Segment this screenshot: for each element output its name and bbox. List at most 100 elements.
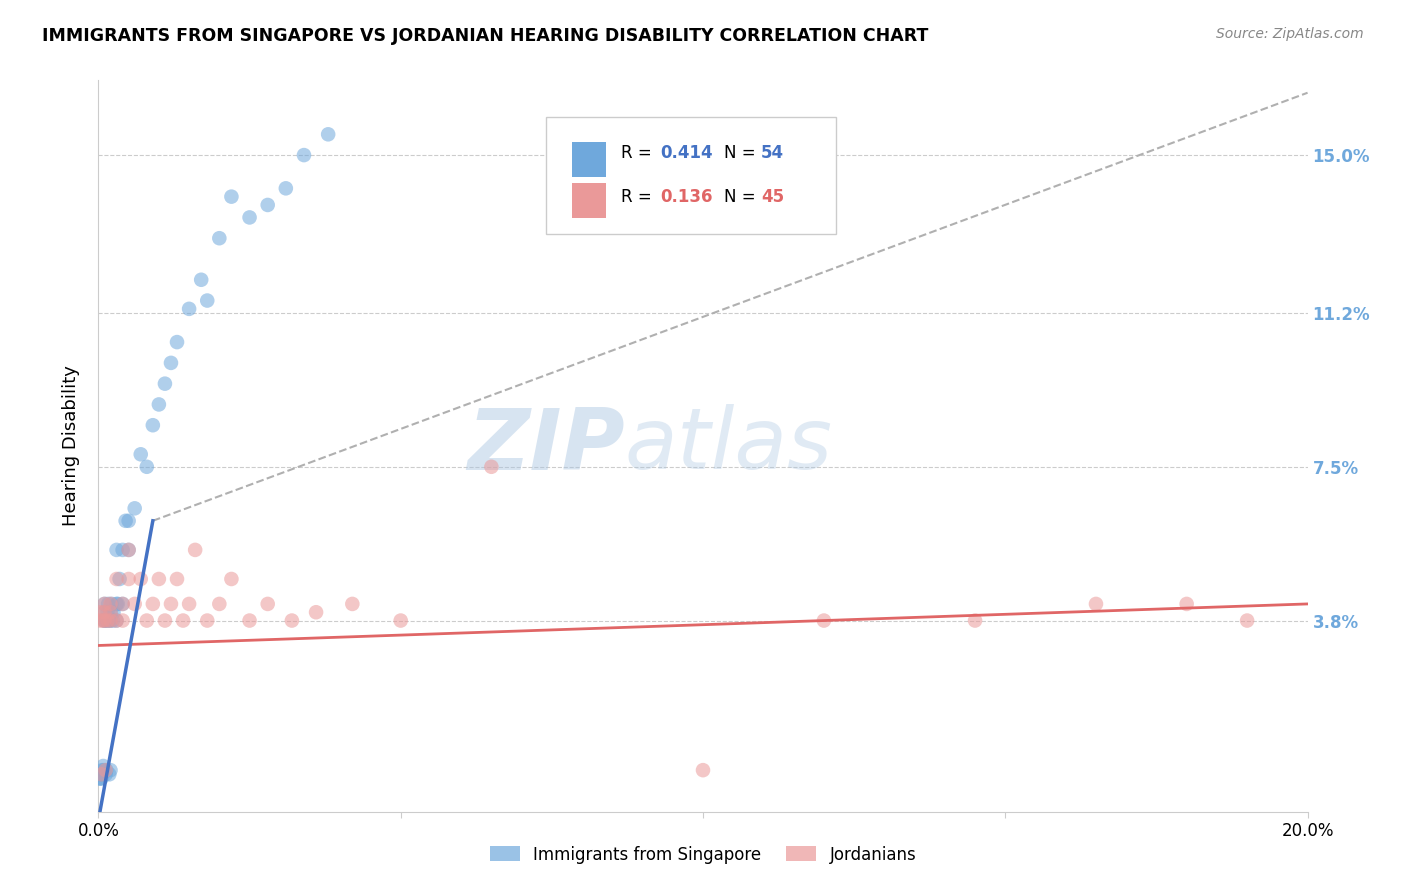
FancyBboxPatch shape [572, 142, 606, 177]
Point [142, 418, 165, 433]
Point [148, 572, 170, 586]
Point [239, 614, 262, 628]
Point [692, 763, 714, 777]
Point [342, 597, 364, 611]
Point [105, 614, 128, 628]
Point [166, 572, 188, 586]
Point [96, 763, 118, 777]
FancyBboxPatch shape [546, 117, 837, 234]
Point [96, 605, 118, 619]
Point [195, 614, 218, 628]
Point [108, 572, 131, 586]
Text: N =: N = [724, 188, 761, 206]
Point [89, 605, 111, 619]
Point [89, 772, 111, 786]
Point [91, 614, 114, 628]
Point [184, 542, 207, 557]
Point [105, 597, 128, 611]
Point [274, 181, 297, 195]
Point [97, 614, 120, 628]
Text: 0.414: 0.414 [661, 145, 713, 162]
Point [94, 767, 117, 781]
Point [172, 614, 194, 628]
Point [813, 614, 835, 628]
Point [94, 763, 117, 777]
Point [292, 148, 315, 162]
Y-axis label: Hearing Disability: Hearing Disability [62, 366, 80, 526]
Point [93, 605, 115, 619]
Point [305, 605, 328, 619]
Point [256, 597, 278, 611]
Point [96, 614, 118, 628]
Point [100, 763, 122, 777]
Point [208, 597, 231, 611]
Point [118, 514, 141, 528]
Point [166, 335, 188, 350]
Point [93, 763, 115, 777]
Point [90, 767, 112, 781]
Point [114, 514, 136, 528]
Point [111, 597, 134, 611]
Text: IMMIGRANTS FROM SINGAPORE VS JORDANIAN HEARING DISABILITY CORRELATION CHART: IMMIGRANTS FROM SINGAPORE VS JORDANIAN H… [42, 27, 928, 45]
Legend: Immigrants from Singapore, Jordanians: Immigrants from Singapore, Jordanians [484, 839, 922, 871]
Point [281, 614, 304, 628]
Point [221, 572, 243, 586]
Point [124, 501, 146, 516]
Point [111, 614, 134, 628]
Point [316, 128, 339, 142]
Point [111, 597, 134, 611]
Point [208, 231, 231, 245]
Point [195, 293, 218, 308]
Text: R =: R = [621, 145, 657, 162]
Point [105, 614, 128, 628]
Point [965, 614, 987, 628]
Text: 54: 54 [761, 145, 785, 162]
Point [160, 356, 183, 370]
Point [100, 614, 122, 628]
Point [179, 301, 201, 316]
Point [239, 211, 262, 225]
Point [100, 605, 122, 619]
Point [98, 767, 121, 781]
Point [118, 542, 141, 557]
Point [93, 597, 115, 611]
Point [90, 767, 112, 781]
Point [135, 614, 157, 628]
Point [100, 614, 122, 628]
Point [90, 767, 112, 781]
Point [105, 542, 128, 557]
Point [93, 605, 115, 619]
Text: 0.136: 0.136 [661, 188, 713, 206]
Point [90, 772, 112, 786]
Point [107, 597, 129, 611]
Point [256, 198, 278, 212]
Text: N =: N = [724, 145, 761, 162]
Point [1085, 597, 1108, 611]
FancyBboxPatch shape [572, 183, 606, 218]
Point [124, 597, 146, 611]
Point [481, 459, 503, 474]
Text: R =: R = [621, 188, 657, 206]
Point [129, 447, 152, 461]
Point [148, 397, 170, 411]
Point [96, 614, 118, 628]
Point [221, 189, 243, 203]
Point [91, 763, 114, 777]
Point [91, 767, 114, 781]
Point [190, 273, 212, 287]
Point [89, 772, 111, 786]
Point [1175, 597, 1198, 611]
Point [111, 542, 134, 557]
Point [153, 614, 176, 628]
Point [179, 597, 201, 611]
Point [100, 597, 122, 611]
Point [142, 597, 165, 611]
Point [97, 597, 120, 611]
Point [100, 597, 122, 611]
Text: atlas: atlas [624, 404, 832, 488]
Point [103, 605, 125, 619]
Point [93, 614, 115, 628]
Point [89, 614, 111, 628]
Point [1236, 614, 1258, 628]
Point [153, 376, 176, 391]
